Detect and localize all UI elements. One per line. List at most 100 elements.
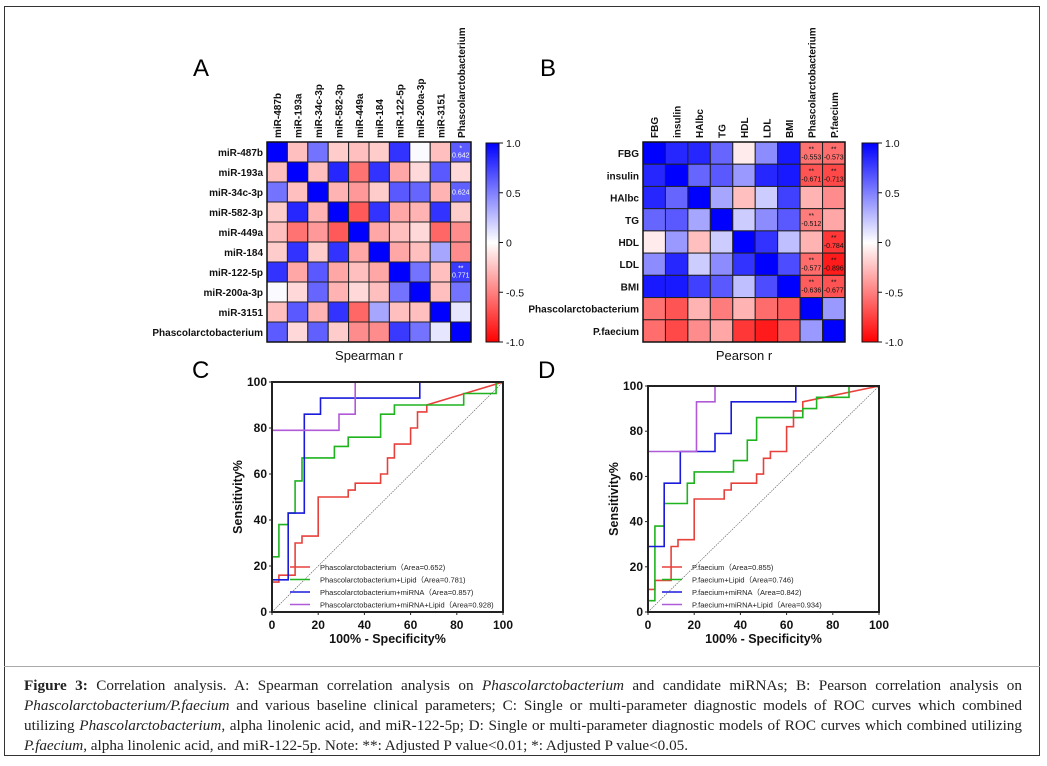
correlation-value-label: 0.642 bbox=[452, 153, 470, 160]
heatmap-cell bbox=[687, 274, 711, 299]
column-label: P.faecium bbox=[830, 92, 841, 138]
heatmap-cell bbox=[822, 208, 846, 232]
heatmap-cell bbox=[709, 185, 734, 210]
legend-label: P.faecium（Area=0.855) bbox=[692, 563, 774, 572]
heatmap-cell bbox=[777, 141, 801, 165]
column-label: HDL bbox=[740, 117, 751, 138]
caption-segment: , alpha linolenic acid, and miR-122-5p. … bbox=[83, 737, 689, 754]
heatmap-cell bbox=[368, 241, 390, 263]
colorbar bbox=[861, 142, 879, 343]
heatmap-cell bbox=[368, 201, 390, 223]
heatmap-cell bbox=[687, 252, 711, 276]
heatmap-axis-title: Spearman r bbox=[335, 348, 404, 363]
heatmap-cell bbox=[799, 230, 824, 254]
colorbar-tick-label: -1.0 bbox=[506, 337, 524, 349]
heatmap-cell bbox=[687, 208, 711, 232]
heatmap-cell bbox=[327, 261, 350, 283]
caption-italic-term: Phascolarctobacterium/P.faecium bbox=[24, 697, 230, 714]
heatmap-cell bbox=[450, 201, 472, 223]
heatmap-cell bbox=[266, 241, 288, 263]
heatmap-cell bbox=[348, 221, 370, 243]
heatmap-cell bbox=[754, 185, 779, 210]
x-tick-label: 20 bbox=[312, 618, 326, 632]
significance-mark: ** bbox=[809, 146, 815, 153]
x-tick-label: 100 bbox=[493, 618, 513, 632]
heatmap-cell bbox=[777, 230, 801, 254]
heatmap-cell bbox=[348, 321, 370, 343]
legend-label: P.faecium+Lipid（Area=0.746) bbox=[692, 576, 794, 585]
roc-curve bbox=[648, 385, 880, 591]
heatmap-cell bbox=[799, 185, 824, 210]
heatmap-cell bbox=[664, 274, 689, 299]
heatmap-cell bbox=[348, 241, 370, 263]
heatmap-cell bbox=[732, 319, 756, 343]
heatmap-cell bbox=[429, 321, 452, 343]
heatmap-cell bbox=[348, 301, 370, 323]
x-tick-label: 100 bbox=[869, 618, 889, 632]
heatmap-cell bbox=[266, 261, 288, 283]
heatmap-cell bbox=[450, 221, 472, 243]
heatmap-cell bbox=[732, 297, 756, 321]
heatmap-cell bbox=[327, 301, 350, 323]
column-label: FBG bbox=[650, 117, 661, 138]
heatmap-cell bbox=[642, 252, 666, 276]
heatmap-cell bbox=[709, 252, 734, 276]
heatmap-cell bbox=[777, 252, 801, 276]
row-label: Phascolarctobacterium bbox=[152, 328, 263, 339]
heatmap-cell bbox=[368, 161, 390, 183]
row-label: Phascolarctobacterium bbox=[528, 305, 639, 316]
heatmap-cell bbox=[348, 181, 370, 203]
panel-letter-d: D bbox=[538, 357, 555, 384]
panel-letter-c: C bbox=[192, 357, 209, 384]
heatmap-cell bbox=[822, 319, 846, 343]
heatmap-cell bbox=[266, 201, 288, 223]
caption-text: Correlation analysis. A: Spearman correl… bbox=[24, 677, 1022, 754]
heatmap-cell bbox=[307, 181, 329, 203]
heatmap-cell bbox=[307, 321, 329, 343]
x-tick-label: 40 bbox=[734, 618, 748, 632]
column-label: miR-3151 bbox=[436, 93, 447, 138]
plot-frame bbox=[647, 385, 880, 613]
heatmap-cell bbox=[327, 221, 350, 243]
heatmap-cell bbox=[642, 230, 666, 254]
heatmap-cell bbox=[409, 301, 431, 323]
heatmap-cell bbox=[327, 201, 350, 223]
roc-curve bbox=[271, 381, 503, 612]
heatmap-cell bbox=[642, 163, 666, 187]
caption-segment: and various baseline clinical parameters… bbox=[24, 697, 1022, 734]
significance-mark: ** bbox=[809, 213, 815, 220]
colorbar-tick-label: 1.0 bbox=[885, 138, 900, 150]
heatmap-cell bbox=[450, 161, 472, 183]
heatmap-b: FBG insulin HAlbc TG HDL LDL BMI Phascolarctoba… bbox=[528, 27, 903, 363]
colorbar-tick-label: 1.0 bbox=[506, 138, 521, 150]
column-label: miR-449a bbox=[355, 93, 366, 138]
x-axis-title: 100% - Specificity% bbox=[329, 632, 446, 646]
heatmap-cell bbox=[327, 141, 350, 163]
row-label: miR-449a bbox=[219, 228, 264, 239]
heatmap-cell bbox=[664, 163, 689, 187]
heatmap-cell bbox=[286, 261, 309, 283]
legend-label: Phascolarctobacterium+Lipid（Area=0.781) bbox=[320, 576, 466, 585]
x-tick-label: 20 bbox=[688, 618, 702, 632]
y-tick-label: 0 bbox=[260, 605, 267, 619]
heatmap-cell bbox=[709, 208, 734, 232]
heatmap-cell bbox=[348, 281, 370, 303]
heatmap-cell bbox=[286, 181, 309, 203]
caption-segment: and candidate miRNAs; B: Pearson correla… bbox=[624, 677, 1022, 694]
heatmap-cell bbox=[642, 297, 666, 321]
row-label: FBG bbox=[618, 149, 639, 160]
heatmap-cell bbox=[822, 185, 846, 210]
x-tick-label: 60 bbox=[404, 618, 418, 632]
caption-italic-term: Phascolarctobacterium bbox=[79, 717, 222, 734]
heatmap-cell bbox=[286, 201, 309, 223]
heatmap-border bbox=[642, 141, 846, 343]
x-axis-title: 100% - Specificity% bbox=[705, 632, 822, 646]
heatmap-cell bbox=[777, 274, 801, 299]
heatmap-cell bbox=[286, 301, 309, 323]
heatmap-cell bbox=[409, 141, 431, 163]
heatmap-cell bbox=[777, 319, 801, 343]
heatmap-cell bbox=[709, 319, 734, 343]
heatmap-cell bbox=[368, 281, 390, 303]
x-tick-label: 0 bbox=[269, 618, 276, 632]
heatmap-cell bbox=[307, 281, 329, 303]
